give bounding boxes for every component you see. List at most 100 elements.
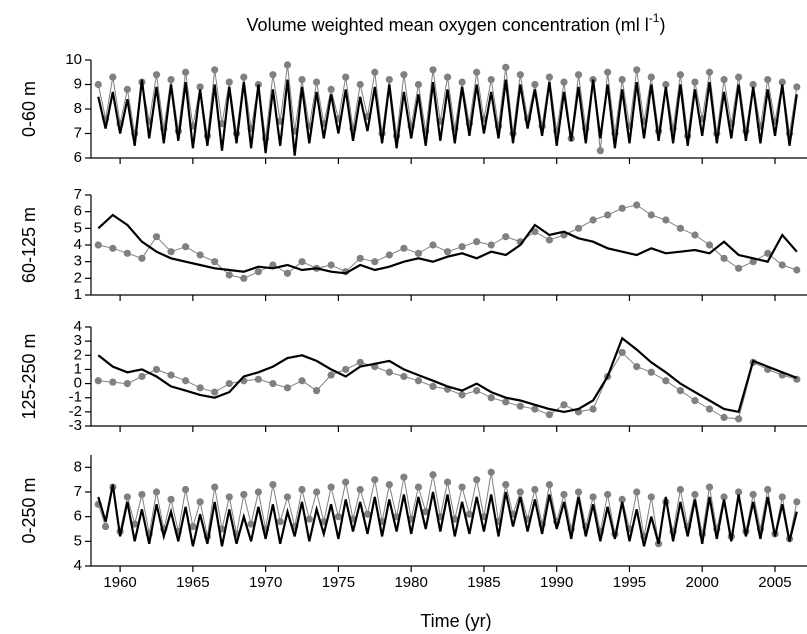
obs-point — [735, 415, 743, 423]
x-tick-label: 2005 — [758, 574, 791, 591]
obs-point — [487, 76, 495, 84]
obs-point — [429, 66, 437, 74]
obs-point — [749, 490, 757, 499]
obs-point — [458, 78, 466, 86]
obs-point — [109, 378, 117, 386]
obs-point — [254, 268, 262, 276]
obs-point — [458, 243, 466, 251]
obs-point — [735, 488, 743, 496]
obs-point — [109, 244, 117, 252]
obs-point — [633, 363, 641, 371]
y-tick-label: 6 — [74, 149, 82, 166]
obs-point — [167, 248, 175, 256]
obs-point — [647, 73, 655, 81]
obs-point — [778, 78, 786, 86]
obs-point — [465, 510, 473, 518]
obs-point — [531, 80, 539, 89]
obs-point — [283, 384, 292, 392]
plot-area — [94, 201, 801, 282]
obs-point — [473, 68, 481, 76]
obs-point — [662, 80, 670, 89]
model-line — [97, 79, 798, 156]
obs-point — [676, 224, 684, 232]
obs-point — [422, 508, 430, 516]
obs-point — [211, 388, 219, 396]
y-tick-label: 2 — [74, 269, 82, 286]
obs-point — [487, 394, 495, 402]
title-text: Volume weighted mean oxygen concentratio… — [247, 15, 649, 35]
obs-point — [662, 377, 670, 385]
obs-point — [181, 485, 190, 494]
obs-point — [429, 241, 437, 249]
obs-point — [181, 377, 190, 385]
obs-point — [371, 476, 379, 484]
obs-point — [269, 71, 277, 79]
obs-point — [342, 365, 350, 374]
obs-point — [312, 488, 321, 496]
obs-point — [385, 251, 393, 259]
x-axis-label: Time (yr) — [420, 611, 491, 631]
obs-point — [385, 481, 393, 489]
obs-point — [676, 387, 684, 395]
y-tick-label: 3 — [74, 253, 82, 270]
y-tick-label: -3 — [69, 417, 82, 434]
plot-area — [94, 336, 801, 423]
obs-point — [196, 251, 204, 259]
obs-point — [305, 515, 313, 523]
obs-point — [94, 80, 102, 89]
obs-point — [254, 375, 262, 383]
obs-point — [371, 258, 379, 266]
obs-point — [189, 522, 197, 531]
obs-point — [167, 495, 175, 503]
obs-point — [342, 478, 350, 486]
obs-point — [298, 258, 306, 266]
obs-point — [691, 490, 699, 499]
obs-point — [181, 68, 190, 76]
obs-point — [647, 493, 655, 501]
obs-point — [429, 471, 437, 479]
obs-point — [574, 488, 583, 496]
obs-point — [458, 391, 466, 399]
obs-point — [363, 510, 372, 518]
y-tick-label: 8 — [74, 100, 82, 117]
obs-point — [720, 76, 728, 84]
obs-point — [793, 83, 801, 91]
obs-point — [414, 483, 423, 491]
obs-point — [531, 485, 539, 494]
obs-point — [225, 493, 233, 501]
y-axis-label: 125-250 m — [19, 333, 39, 419]
obs-point — [560, 490, 568, 499]
obs-point — [604, 211, 612, 219]
y-tick-label: 8 — [74, 458, 82, 475]
obs-point — [276, 518, 284, 526]
obs-point — [283, 269, 292, 277]
title-text-end: ) — [659, 15, 665, 35]
y-tick-label: 3 — [74, 332, 82, 349]
obs-point — [356, 485, 364, 494]
obs-point — [152, 233, 161, 241]
y-tick-label: 9 — [74, 75, 82, 92]
obs-point — [720, 413, 728, 422]
x-tick-label: 1980 — [394, 574, 427, 591]
obs-point — [334, 513, 342, 521]
obs-point — [574, 71, 583, 79]
x-tick-label: 1975 — [322, 574, 355, 591]
obs-point — [705, 68, 714, 76]
y-tick-label: 0 — [74, 375, 82, 392]
x-tick-label: 1970 — [249, 574, 282, 591]
obs-point — [167, 371, 175, 379]
obs-point — [400, 244, 408, 252]
obs-point — [123, 493, 131, 501]
obs-point — [327, 261, 335, 269]
y-tick-label: 7 — [74, 483, 82, 500]
x-tick-label: 1960 — [103, 574, 136, 591]
y-tick-label: 1 — [74, 286, 82, 303]
obs-point — [298, 377, 306, 385]
obs-point — [589, 405, 597, 413]
obs-point — [138, 490, 146, 499]
obs-point — [502, 63, 510, 71]
obs-point — [473, 238, 481, 246]
obs-point — [123, 379, 131, 388]
obs-point — [385, 368, 393, 376]
